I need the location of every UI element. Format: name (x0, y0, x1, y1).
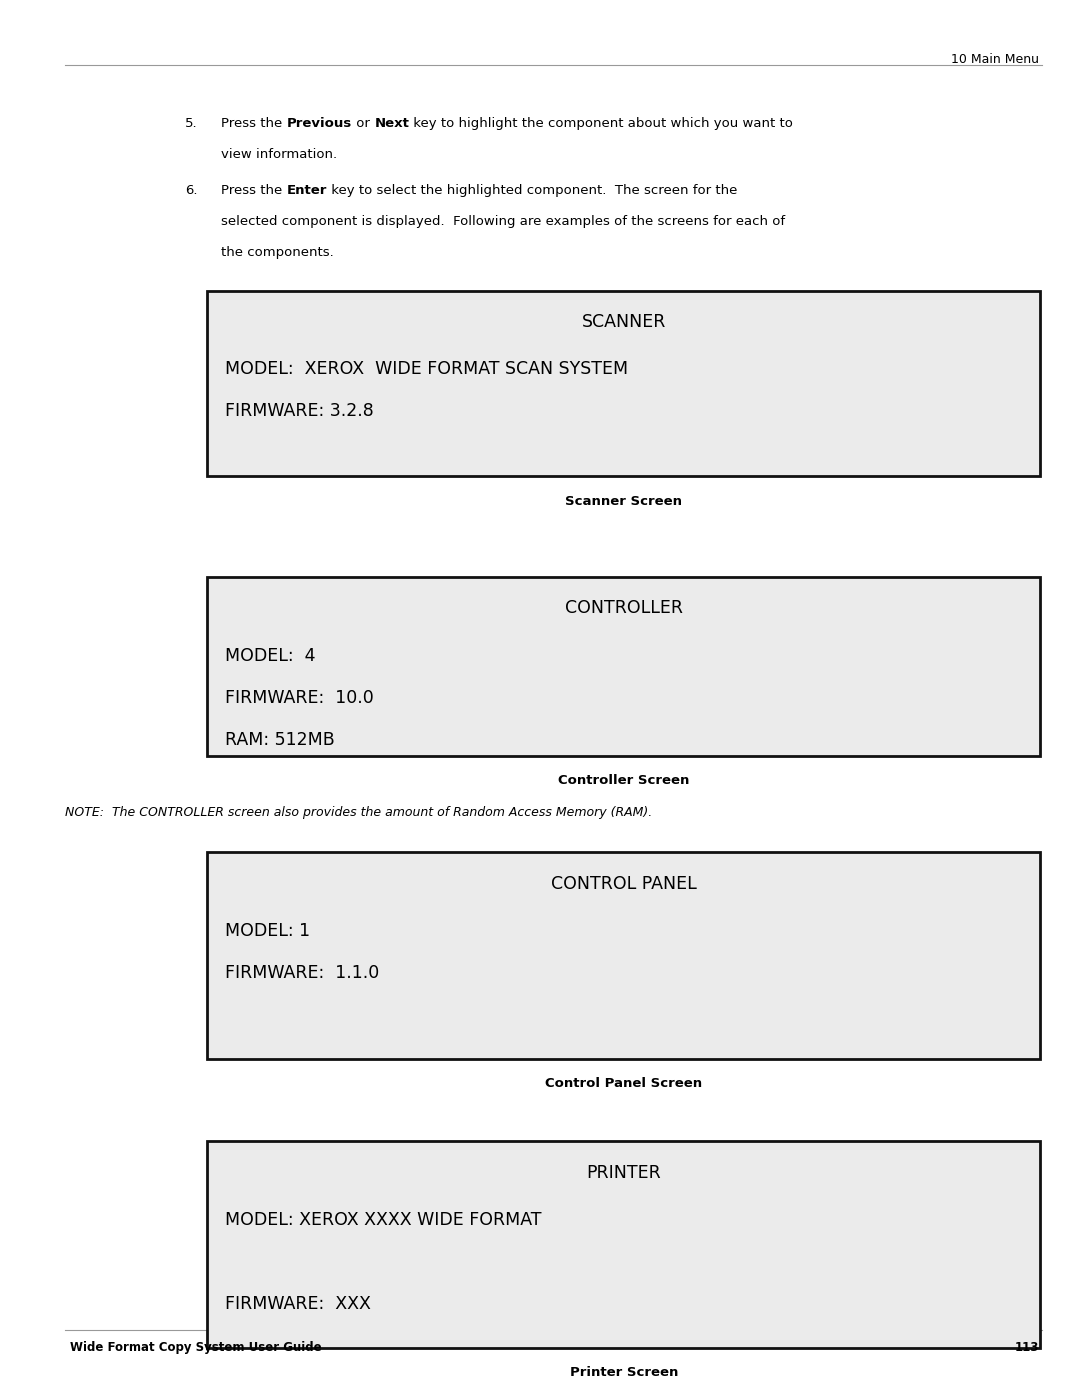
Text: Enter: Enter (287, 184, 327, 197)
Text: Printer Screen: Printer Screen (569, 1366, 678, 1379)
Text: PRINTER: PRINTER (586, 1164, 661, 1182)
Text: FIRMWARE:  1.1.0: FIRMWARE: 1.1.0 (225, 964, 379, 982)
Text: Control Panel Screen: Control Panel Screen (545, 1077, 702, 1090)
FancyBboxPatch shape (207, 291, 1040, 476)
Text: CONTROLLER: CONTROLLER (565, 599, 683, 617)
Text: FIRMWARE:  10.0: FIRMWARE: 10.0 (225, 689, 374, 707)
Text: Press the: Press the (221, 184, 287, 197)
FancyBboxPatch shape (207, 1141, 1040, 1348)
Text: selected component is displayed.  Following are examples of the screens for each: selected component is displayed. Followi… (221, 215, 785, 228)
Text: the components.: the components. (221, 246, 334, 258)
Text: MODEL: 1: MODEL: 1 (225, 922, 310, 940)
Text: view information.: view information. (221, 148, 338, 161)
Text: CONTROL PANEL: CONTROL PANEL (551, 875, 697, 893)
Text: MODEL:  XEROX  WIDE FORMAT SCAN SYSTEM: MODEL: XEROX WIDE FORMAT SCAN SYSTEM (225, 360, 627, 379)
Text: Next: Next (375, 117, 409, 130)
Text: key to highlight the component about which you want to: key to highlight the component about whi… (409, 117, 793, 130)
Text: MODEL: XEROX XXXX WIDE FORMAT: MODEL: XEROX XXXX WIDE FORMAT (225, 1211, 541, 1229)
FancyBboxPatch shape (207, 577, 1040, 756)
Text: Wide Format Copy System User Guide: Wide Format Copy System User Guide (70, 1341, 322, 1354)
Text: 10 Main Menu: 10 Main Menu (951, 53, 1039, 66)
Text: Controller Screen: Controller Screen (558, 774, 689, 787)
Text: FIRMWARE: 3.2.8: FIRMWARE: 3.2.8 (225, 402, 374, 420)
Text: MODEL:  4: MODEL: 4 (225, 647, 315, 665)
FancyBboxPatch shape (207, 852, 1040, 1059)
Text: 113: 113 (1014, 1341, 1039, 1354)
Text: SCANNER: SCANNER (581, 313, 666, 331)
Text: RAM: 512MB: RAM: 512MB (225, 731, 335, 749)
Text: key to select the highlighted component.  The screen for the: key to select the highlighted component.… (327, 184, 738, 197)
Text: FIRMWARE:  XXX: FIRMWARE: XXX (225, 1295, 370, 1313)
Text: 5.: 5. (185, 117, 198, 130)
Text: 6.: 6. (185, 184, 198, 197)
Text: Press the: Press the (221, 117, 287, 130)
Text: Scanner Screen: Scanner Screen (565, 495, 683, 507)
Text: Previous: Previous (287, 117, 352, 130)
Text: or: or (352, 117, 375, 130)
Text: NOTE:  The CONTROLLER screen also provides the amount of Random Access Memory (R: NOTE: The CONTROLLER screen also provide… (65, 806, 652, 819)
